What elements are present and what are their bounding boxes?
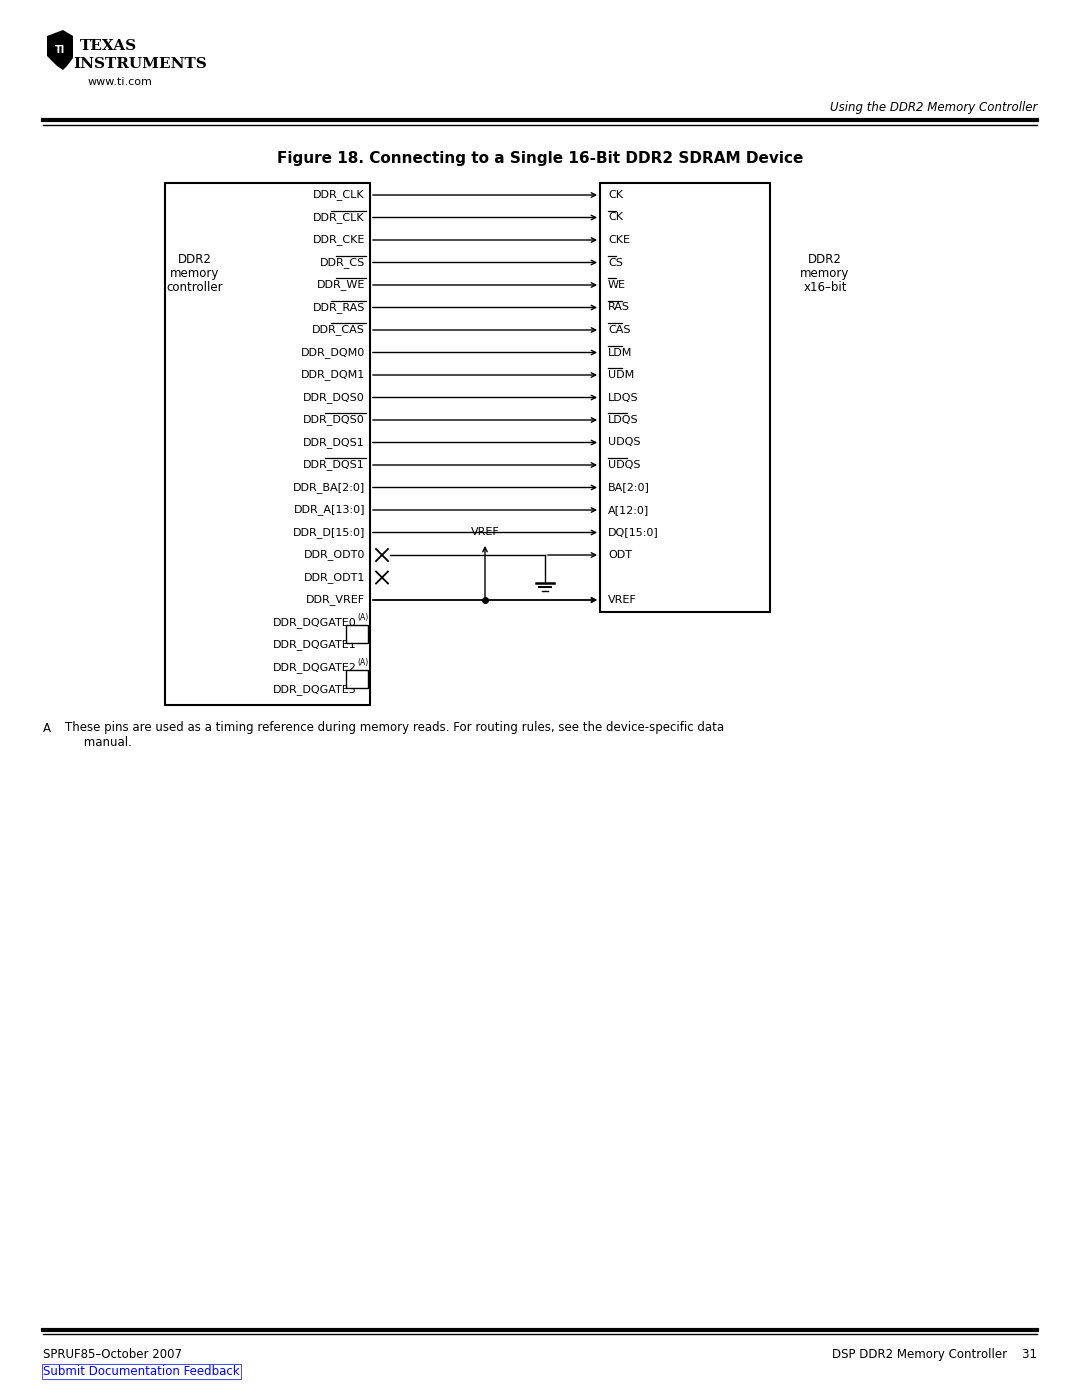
Text: DDR_DQS0: DDR_DQS0 <box>303 415 365 426</box>
Text: memory: memory <box>800 267 850 281</box>
Text: memory: memory <box>171 267 219 281</box>
Text: DDR_A[13:0]: DDR_A[13:0] <box>294 504 365 515</box>
Text: LDQS: LDQS <box>608 393 638 402</box>
Text: SPRUF85–October 2007: SPRUF85–October 2007 <box>43 1348 183 1361</box>
Text: ODT: ODT <box>608 550 632 560</box>
Text: DDR_ODT1: DDR_ODT1 <box>303 571 365 583</box>
Text: x16–bit: x16–bit <box>804 281 847 295</box>
Text: (A): (A) <box>357 680 368 690</box>
Text: TEXAS: TEXAS <box>80 39 137 53</box>
Text: CAS: CAS <box>608 326 631 335</box>
Text: LDQS: LDQS <box>608 415 638 425</box>
Text: These pins are used as a timing reference during memory reads. For routing rules: These pins are used as a timing referenc… <box>65 721 724 750</box>
Bar <box>600 183 770 612</box>
Text: www.ti.com: www.ti.com <box>87 77 152 87</box>
Text: DDR_D[15:0]: DDR_D[15:0] <box>293 527 365 538</box>
Polygon shape <box>48 29 73 70</box>
Text: (A): (A) <box>357 613 368 622</box>
Text: BA[2:0]: BA[2:0] <box>608 482 650 493</box>
Text: DDR2: DDR2 <box>808 253 842 267</box>
Text: RAS: RAS <box>608 303 630 313</box>
Text: DDR_CAS: DDR_CAS <box>312 324 365 335</box>
Text: A: A <box>43 721 51 735</box>
Text: DDR_DQGATE1: DDR_DQGATE1 <box>273 640 357 651</box>
Text: A[12:0]: A[12:0] <box>608 504 649 515</box>
Text: CKE: CKE <box>608 235 630 244</box>
Text: DDR_CS: DDR_CS <box>320 257 365 268</box>
Text: LDM: LDM <box>608 348 633 358</box>
Text: DDR_CLK: DDR_CLK <box>313 190 365 200</box>
Text: DDR_DQGATE2: DDR_DQGATE2 <box>273 662 357 673</box>
Text: UDQS: UDQS <box>608 460 640 469</box>
Bar <box>346 669 368 687</box>
Text: CK: CK <box>608 212 623 222</box>
Text: DDR_DQS1: DDR_DQS1 <box>303 437 365 448</box>
Text: DDR_CLK: DDR_CLK <box>313 212 365 224</box>
Text: DQ[15:0]: DQ[15:0] <box>608 528 659 538</box>
Text: DDR_DQS0: DDR_DQS0 <box>303 393 365 402</box>
Text: CS: CS <box>608 257 623 267</box>
Bar <box>165 183 370 704</box>
Text: INSTRUMENTS: INSTRUMENTS <box>73 57 206 71</box>
Text: VREF: VREF <box>608 595 637 605</box>
Text: DDR_VREF: DDR_VREF <box>306 595 365 605</box>
Text: Figure 18. Connecting to a Single 16-Bit DDR2 SDRAM Device: Figure 18. Connecting to a Single 16-Bit… <box>276 151 804 165</box>
Text: WE: WE <box>608 279 626 291</box>
Text: DDR_DQM0: DDR_DQM0 <box>300 346 365 358</box>
Text: Using the DDR2 Memory Controller: Using the DDR2 Memory Controller <box>829 102 1037 115</box>
Text: controller: controller <box>166 281 224 295</box>
Text: DDR_BA[2:0]: DDR_BA[2:0] <box>293 482 365 493</box>
Text: DDR_ODT0: DDR_ODT0 <box>303 549 365 560</box>
Text: Submit Documentation Feedback: Submit Documentation Feedback <box>43 1365 240 1377</box>
Text: CK: CK <box>608 190 623 200</box>
Text: DDR_WE: DDR_WE <box>316 279 365 291</box>
Text: DDR_DQS1: DDR_DQS1 <box>303 460 365 471</box>
Text: UDM: UDM <box>608 370 634 380</box>
Text: TI: TI <box>55 45 65 54</box>
Text: DDR_CKE: DDR_CKE <box>312 235 365 246</box>
Text: DDR_DQGATE3: DDR_DQGATE3 <box>273 685 357 696</box>
Bar <box>346 624 368 643</box>
Text: VREF: VREF <box>471 527 499 536</box>
Text: DSP DDR2 Memory Controller    31: DSP DDR2 Memory Controller 31 <box>832 1348 1037 1361</box>
Text: DDR_DQM1: DDR_DQM1 <box>300 370 365 380</box>
Text: UDQS: UDQS <box>608 437 640 447</box>
Text: DDR_RAS: DDR_RAS <box>312 302 365 313</box>
Text: DDR2: DDR2 <box>178 253 212 267</box>
Text: DDR_DQGATE0: DDR_DQGATE0 <box>273 617 357 629</box>
Text: (A): (A) <box>357 636 368 644</box>
Text: (A): (A) <box>357 658 368 666</box>
